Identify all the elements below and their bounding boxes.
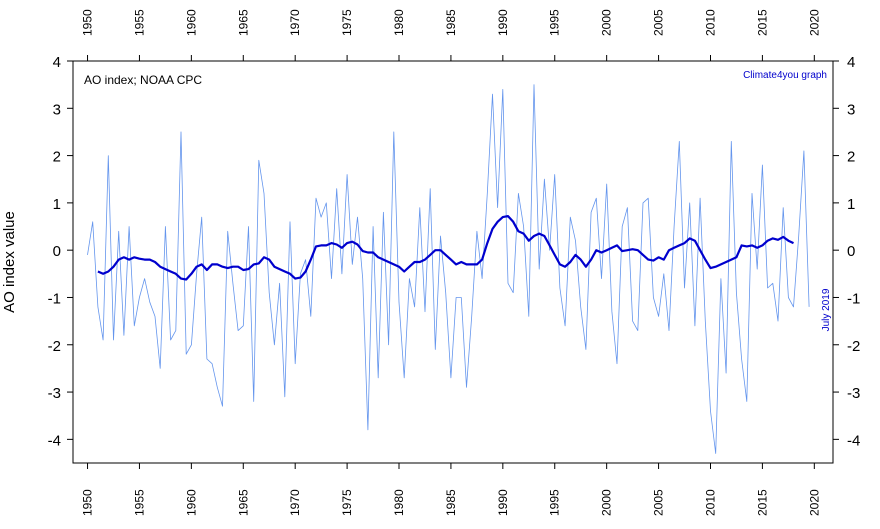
x-tick-label-top: 1975 [340,9,354,36]
x-tick-label-bottom: 1980 [392,489,406,516]
x-tick-label-bottom: 1995 [548,489,562,516]
monthly-ao-line [87,84,810,454]
x-tick-label-bottom: 1975 [340,489,354,516]
x-tick-label-bottom: 1970 [288,489,302,516]
x-tick-label-top: 2020 [807,9,821,36]
x-tick-label-bottom: 1985 [444,489,458,516]
x-tick-label-top: 1955 [132,9,146,36]
y-tick-label-left: 4 [53,54,61,71]
y-tick-label-left: 3 [53,101,61,118]
x-tick-label-bottom: 1950 [81,489,95,516]
y-tick-label-right: 4 [847,54,855,71]
x-tick-label-top: 2005 [652,9,666,36]
axis-ticks [67,55,839,469]
chart-title: AO index; NOAA CPC [84,73,202,87]
y-tick-label-right: 3 [847,101,855,118]
x-tick-label-bottom: 2020 [807,489,821,516]
x-tick-label-top: 1980 [392,9,406,36]
y-tick-label-left: -4 [48,432,61,449]
axis-tick-labels: 1950 1950 1955 1955 1960 1960 1965 1965 1970 1970… [48,9,861,516]
y-tick-label-left: -1 [48,290,61,307]
x-tick-label-bottom: 2005 [652,489,666,516]
x-tick-label-top: 1985 [444,9,458,36]
y-axis-label: AO index value [1,211,18,313]
x-tick-label-top: 2000 [600,9,614,36]
y-tick-label-right: 1 [847,196,855,213]
x-tick-label-bottom: 2010 [703,489,717,516]
y-tick-label-left: 0 [53,243,61,260]
running-mean-line [97,215,794,281]
y-tick-label-right: 2 [847,149,855,166]
x-tick-label-bottom: 1960 [184,489,198,516]
x-tick-label-top: 2015 [755,9,769,36]
x-tick-label-bottom: 2000 [600,489,614,516]
x-tick-label-top: 1995 [548,9,562,36]
y-tick-label-left: -3 [48,385,61,402]
y-tick-label-left: 1 [53,196,61,213]
y-tick-label-left: -2 [48,338,61,355]
x-tick-label-top: 1970 [288,9,302,36]
series-layer [87,84,810,454]
x-tick-label-bottom: 1955 [132,489,146,516]
x-tick-label-top: 1960 [184,9,198,36]
x-tick-label-bottom: 2015 [755,489,769,516]
x-tick-label-bottom: 1990 [496,489,510,516]
y-tick-label-right: 0 [847,243,855,260]
x-tick-label-bottom: 1965 [236,489,250,516]
y-tick-label-right: -4 [847,432,860,449]
credit-label: Climate4you graph [743,70,827,81]
x-tick-label-top: 1965 [236,9,250,36]
x-tick-label-top: 1950 [81,9,95,36]
x-tick-label-top: 2010 [703,9,717,36]
x-tick-label-top: 1990 [496,9,510,36]
y-tick-label-right: -3 [847,385,860,402]
y-tick-label-right: -1 [847,290,860,307]
y-tick-label-left: 2 [53,149,61,166]
date-label: July 2019 [821,288,832,331]
y-tick-label-right: -2 [847,338,860,355]
